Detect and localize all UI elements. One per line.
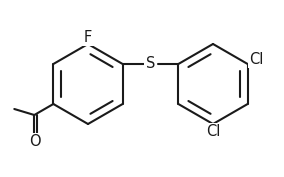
Text: Cl: Cl [206,124,220,139]
Text: Cl: Cl [249,52,264,67]
Text: S: S [146,56,155,72]
Text: O: O [29,135,41,150]
Text: F: F [84,30,92,44]
